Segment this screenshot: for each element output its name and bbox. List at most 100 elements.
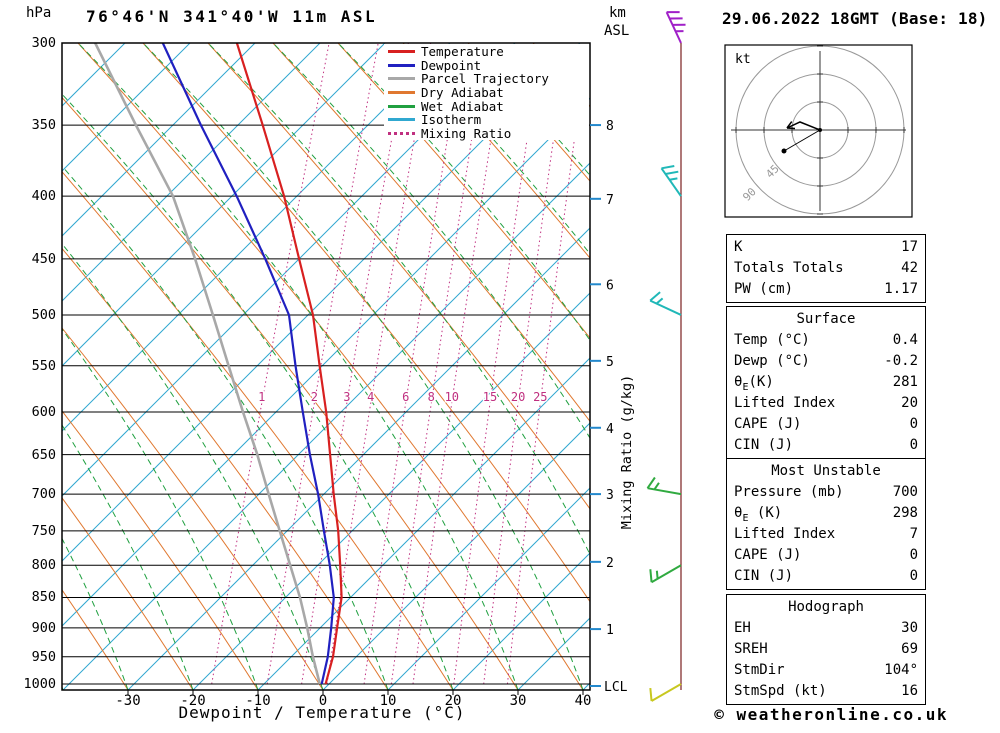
isotherm-line [62,97,590,627]
table-row-label: Temp (°C) [734,332,810,348]
mixing-ratio-label: 6 [402,390,409,404]
wind-barb [649,564,682,584]
isotherm-line [322,422,590,690]
wind-barb [649,683,682,702]
altitude-unit-km: km [609,5,626,21]
table-row-value: 20 [901,395,918,411]
dry-adiabat-line [62,497,194,690]
table-row-label: StmSpd (kt) [734,683,827,699]
mixing-ratio-label: 20 [511,390,525,404]
legend-item: Parcel Trajectory [384,72,589,86]
table-row: PW (cm) 1.17 [727,279,925,300]
station-title: 76°46'N 341°40'W 11m ASL [86,7,378,26]
mixing-ratio-line [211,43,330,685]
pressure-tick-label: 1000 [23,676,56,692]
isotherm-line [62,43,516,497]
pressure-tick-label: 700 [31,486,56,503]
hodograph-trace-arrowhead [786,127,796,130]
table-title: Most Unstable [771,463,881,479]
isotherm-line [192,292,590,690]
table-row-value: 69 [901,641,918,657]
table-row-value: 0 [909,568,918,584]
hodograph-storm-line [783,129,821,152]
hodograph-trace-arrowhead [786,121,793,129]
lcl-label: LCL [604,680,628,695]
dry-adiabat-line [402,43,590,259]
table-row-label: SREH [734,641,768,657]
pressure-tick-label: 300 [31,35,56,51]
hodograph-origin-point [818,128,822,132]
legend-swatch-dewpoint [388,63,415,67]
table-row: Temp (°C) 0.4 [727,330,925,351]
km-tick-label: 7 [606,193,614,208]
table-row-value: -0.2 [884,353,918,369]
table-row-label: CIN (J) [734,437,794,453]
table-row-label: K [734,239,743,255]
dry-adiabat-line [62,327,324,690]
pressure-tick-label: 800 [31,557,56,574]
table-row: StmSpd (kt) 16 [727,681,925,702]
legend-label: Parcel Trajectory [421,71,549,87]
table-row: Dewp (°C) -0.2 [727,351,925,372]
table-row: Lifted Index 7 [727,524,925,545]
table-row-label: θE(K) [734,374,774,393]
table-row-label: Totals Totals [734,260,844,276]
credit-footer: © weatheronline.co.uk [714,705,948,724]
table-row: θE (K) 298 [727,503,925,524]
km-tick-label: 2 [606,556,614,571]
table-row: Totals Totals 42 [727,258,925,279]
x-axis-label: Dewpoint / Temperature (°C) [178,703,466,722]
legend-item: Wet Adiabat [384,99,589,113]
isotherm-line [62,43,386,367]
isotherm-line [62,162,590,690]
mixing-ratio-line [266,43,379,685]
table-title: Surface [796,311,856,327]
mixing-ratio-label: 2 [311,390,318,404]
mixing-ratio-label: 3 [343,390,350,404]
isotherm-line [452,552,590,690]
wind-barb [665,11,686,44]
km-tick-label: 1 [606,623,614,638]
legend-swatch-temperature [388,50,415,54]
temp-tick-label: 30 [509,693,527,709]
table-row-value: 281 [892,374,918,390]
table-row-value: 42 [901,260,918,276]
table-row-value: 0 [909,547,918,563]
table-row: CAPE (J) 0 [727,414,925,435]
mixing-ratio-label: 4 [367,390,374,404]
wind-barb [660,164,682,197]
table-row: CIN (J) 0 [727,566,925,587]
table-row: Pressure (mb) 700 [727,482,925,503]
hodograph-trace [786,121,821,131]
datetime-title: 29.06.2022 18GMT (Base: 18) [722,9,988,28]
pressure-tick-label: 350 [31,117,56,134]
isotherm-line [387,487,590,690]
pressure-tick-label: 650 [31,446,56,463]
pressure-tick-label: 400 [31,188,56,205]
table-row: θE(K) 281 [727,372,925,393]
table-surface: Surface Temp (°C) 0.4 Dewp (°C) -0.2 θE(K) 281… [726,306,926,459]
isotherm-line [62,43,581,562]
table-row-value: 17 [901,239,918,255]
legend-swatch-dry-adiabat [388,91,415,95]
plot-background [62,43,590,690]
table-row-label: Pressure (mb) [734,484,844,500]
pressure-tick-label: 900 [31,619,56,636]
legend-swatch-isotherm [388,118,415,122]
legend: Temperature Dewpoint Parcel Trajectory Dry … [384,44,589,141]
temp-tick-label: 10 [379,693,397,709]
dewpoint-curve [161,43,335,685]
pressure-tick-label: 450 [31,250,56,267]
wind-barb [646,476,682,496]
mixing-ratio-axis-label: Mixing Ratio (g/kg) [619,375,635,529]
temp-tick-label: -20 [180,693,206,709]
isotherm-line [127,227,590,690]
legend-item: Dewpoint [384,59,589,73]
table-row-label: Lifted Index [734,526,836,542]
table-indices: K 17 Totals Totals 42 PW (cm) 1.17 [726,234,926,303]
temperature-curve [235,43,343,685]
pressure-unit-label: hPa [26,5,52,21]
table-row-value: 0 [909,437,918,453]
table-row: Lifted Index 20 [727,393,925,414]
